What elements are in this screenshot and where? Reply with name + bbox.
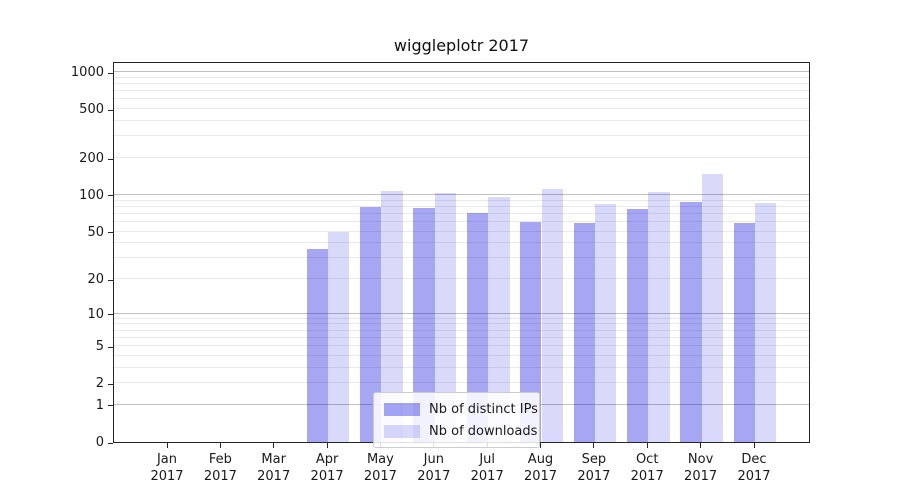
- y-tick-mark: [108, 405, 113, 407]
- y-tick-mark: [108, 346, 113, 348]
- bar-distinct-ips: [573, 222, 595, 442]
- bar-distinct-ips: [520, 221, 542, 442]
- x-tick-mark: [166, 443, 168, 448]
- x-tick-mark: [219, 443, 221, 448]
- x-tick-mark: [700, 443, 702, 448]
- gridline-minor: [114, 345, 809, 347]
- y-tick-mark: [108, 232, 113, 233]
- y-tick-label: 100: [79, 187, 104, 203]
- gridline-minor: [114, 83, 809, 84]
- gridline-minor: [114, 205, 809, 207]
- bar-distinct-ips: [413, 208, 435, 442]
- y-tick-mark: [108, 195, 113, 197]
- y-tick-mark: [108, 314, 113, 316]
- chart-title: wiggleplotr 2017: [393, 36, 530, 55]
- y-tick-mark: [108, 72, 113, 74]
- bar-distinct-ips: [466, 213, 489, 442]
- gridline-minor: [114, 382, 809, 384]
- bar-downloads: [381, 191, 403, 442]
- gridline-minor: [114, 242, 809, 244]
- x-tick-mark: [593, 443, 595, 448]
- y-tick-mark: [108, 442, 113, 444]
- x-tick-label: Jul 2017: [470, 452, 504, 484]
- gridline-minor: [114, 108, 809, 110]
- bar-downloads: [755, 202, 777, 442]
- gridline-minor: [114, 323, 809, 325]
- y-tick-label: 200: [79, 151, 104, 166]
- y-tick-label: 500: [79, 102, 104, 118]
- y-tick-label: 0: [95, 435, 104, 450]
- gridline-minor: [114, 336, 809, 338]
- x-tick-label: Feb 2017: [203, 452, 237, 484]
- y-tick-mark: [108, 109, 113, 111]
- x-tick-label: Jan 2017: [150, 452, 184, 484]
- gridline-minor: [114, 366, 809, 368]
- y-tick-mark: [108, 158, 113, 160]
- x-tick-mark: [540, 443, 541, 448]
- bar-distinct-ips: [626, 209, 649, 442]
- legend-label-distinct-ips: Nb of distinct IPs: [429, 401, 538, 417]
- gridline-major: [114, 193, 809, 195]
- gridline-minor: [114, 278, 809, 279]
- gridline-minor: [114, 317, 809, 319]
- gridline-minor: [114, 329, 809, 331]
- gridline-minor: [114, 354, 809, 356]
- y-tick-label: 2: [95, 376, 104, 392]
- legend: Nb of distinct IPs Nb of downloads: [373, 392, 540, 448]
- gridline-minor: [114, 230, 809, 232]
- gridline-minor: [114, 120, 809, 122]
- x-tick-label: Mar 2017: [257, 452, 291, 484]
- x-tick-label: Nov 2017: [684, 452, 718, 484]
- gridline-minor: [114, 135, 809, 137]
- y-tick-label: 20: [87, 272, 104, 287]
- gridline-minor: [114, 257, 809, 259]
- bar-distinct-ips: [306, 248, 329, 442]
- bar-distinct-ips: [680, 202, 702, 442]
- x-tick-label: Jun 2017: [417, 452, 451, 484]
- bar-distinct-ips: [733, 222, 755, 442]
- x-tick-mark: [273, 443, 275, 448]
- bar-downloads: [488, 197, 510, 442]
- x-tick-label: Oct 2017: [630, 452, 664, 484]
- gridline-minor: [114, 90, 809, 92]
- x-tick-label: May 2017: [363, 452, 397, 484]
- x-tick-label: Dec 2017: [737, 452, 771, 484]
- x-tick-mark: [326, 443, 328, 448]
- bar-downloads: [648, 192, 670, 442]
- bar-downloads: [434, 193, 457, 442]
- gridline-minor: [114, 199, 809, 201]
- legend-label-downloads: Nb of downloads: [429, 423, 538, 439]
- y-tick-label: 1000: [70, 65, 104, 81]
- gridline-minor: [114, 220, 809, 222]
- y-tick-label: 5: [95, 339, 104, 355]
- gridline-major: [114, 312, 809, 314]
- x-tick-label: Sep 2017: [577, 452, 611, 484]
- gridline-minor: [114, 212, 809, 214]
- legend-swatch-distinct-ips: [384, 402, 420, 416]
- bar-downloads: [541, 188, 563, 442]
- plot-area: [113, 62, 810, 443]
- bar-downloads: [701, 173, 723, 442]
- y-tick-mark: [108, 279, 113, 281]
- x-tick-mark: [753, 443, 755, 448]
- legend-item-distinct-ips: Nb of distinct IPs: [384, 398, 538, 420]
- gridline-major: [114, 71, 809, 73]
- gridline-minor: [114, 98, 809, 100]
- x-tick-label: Apr 2017: [310, 452, 344, 484]
- bar-distinct-ips: [360, 206, 382, 442]
- y-tick-mark: [108, 383, 113, 385]
- x-tick-label: Aug 2017: [523, 452, 558, 484]
- bar-downloads: [328, 231, 350, 442]
- y-tick-label: 1: [95, 397, 104, 413]
- x-tick-mark: [646, 443, 648, 448]
- gridline-minor: [114, 157, 809, 158]
- legend-swatch-downloads: [384, 424, 420, 438]
- y-tick-label: 10: [87, 306, 104, 322]
- y-tick-label: 50: [87, 224, 104, 240]
- bar-downloads: [594, 204, 617, 442]
- gridline-minor: [114, 76, 809, 78]
- legend-item-downloads: Nb of downloads: [384, 420, 537, 442]
